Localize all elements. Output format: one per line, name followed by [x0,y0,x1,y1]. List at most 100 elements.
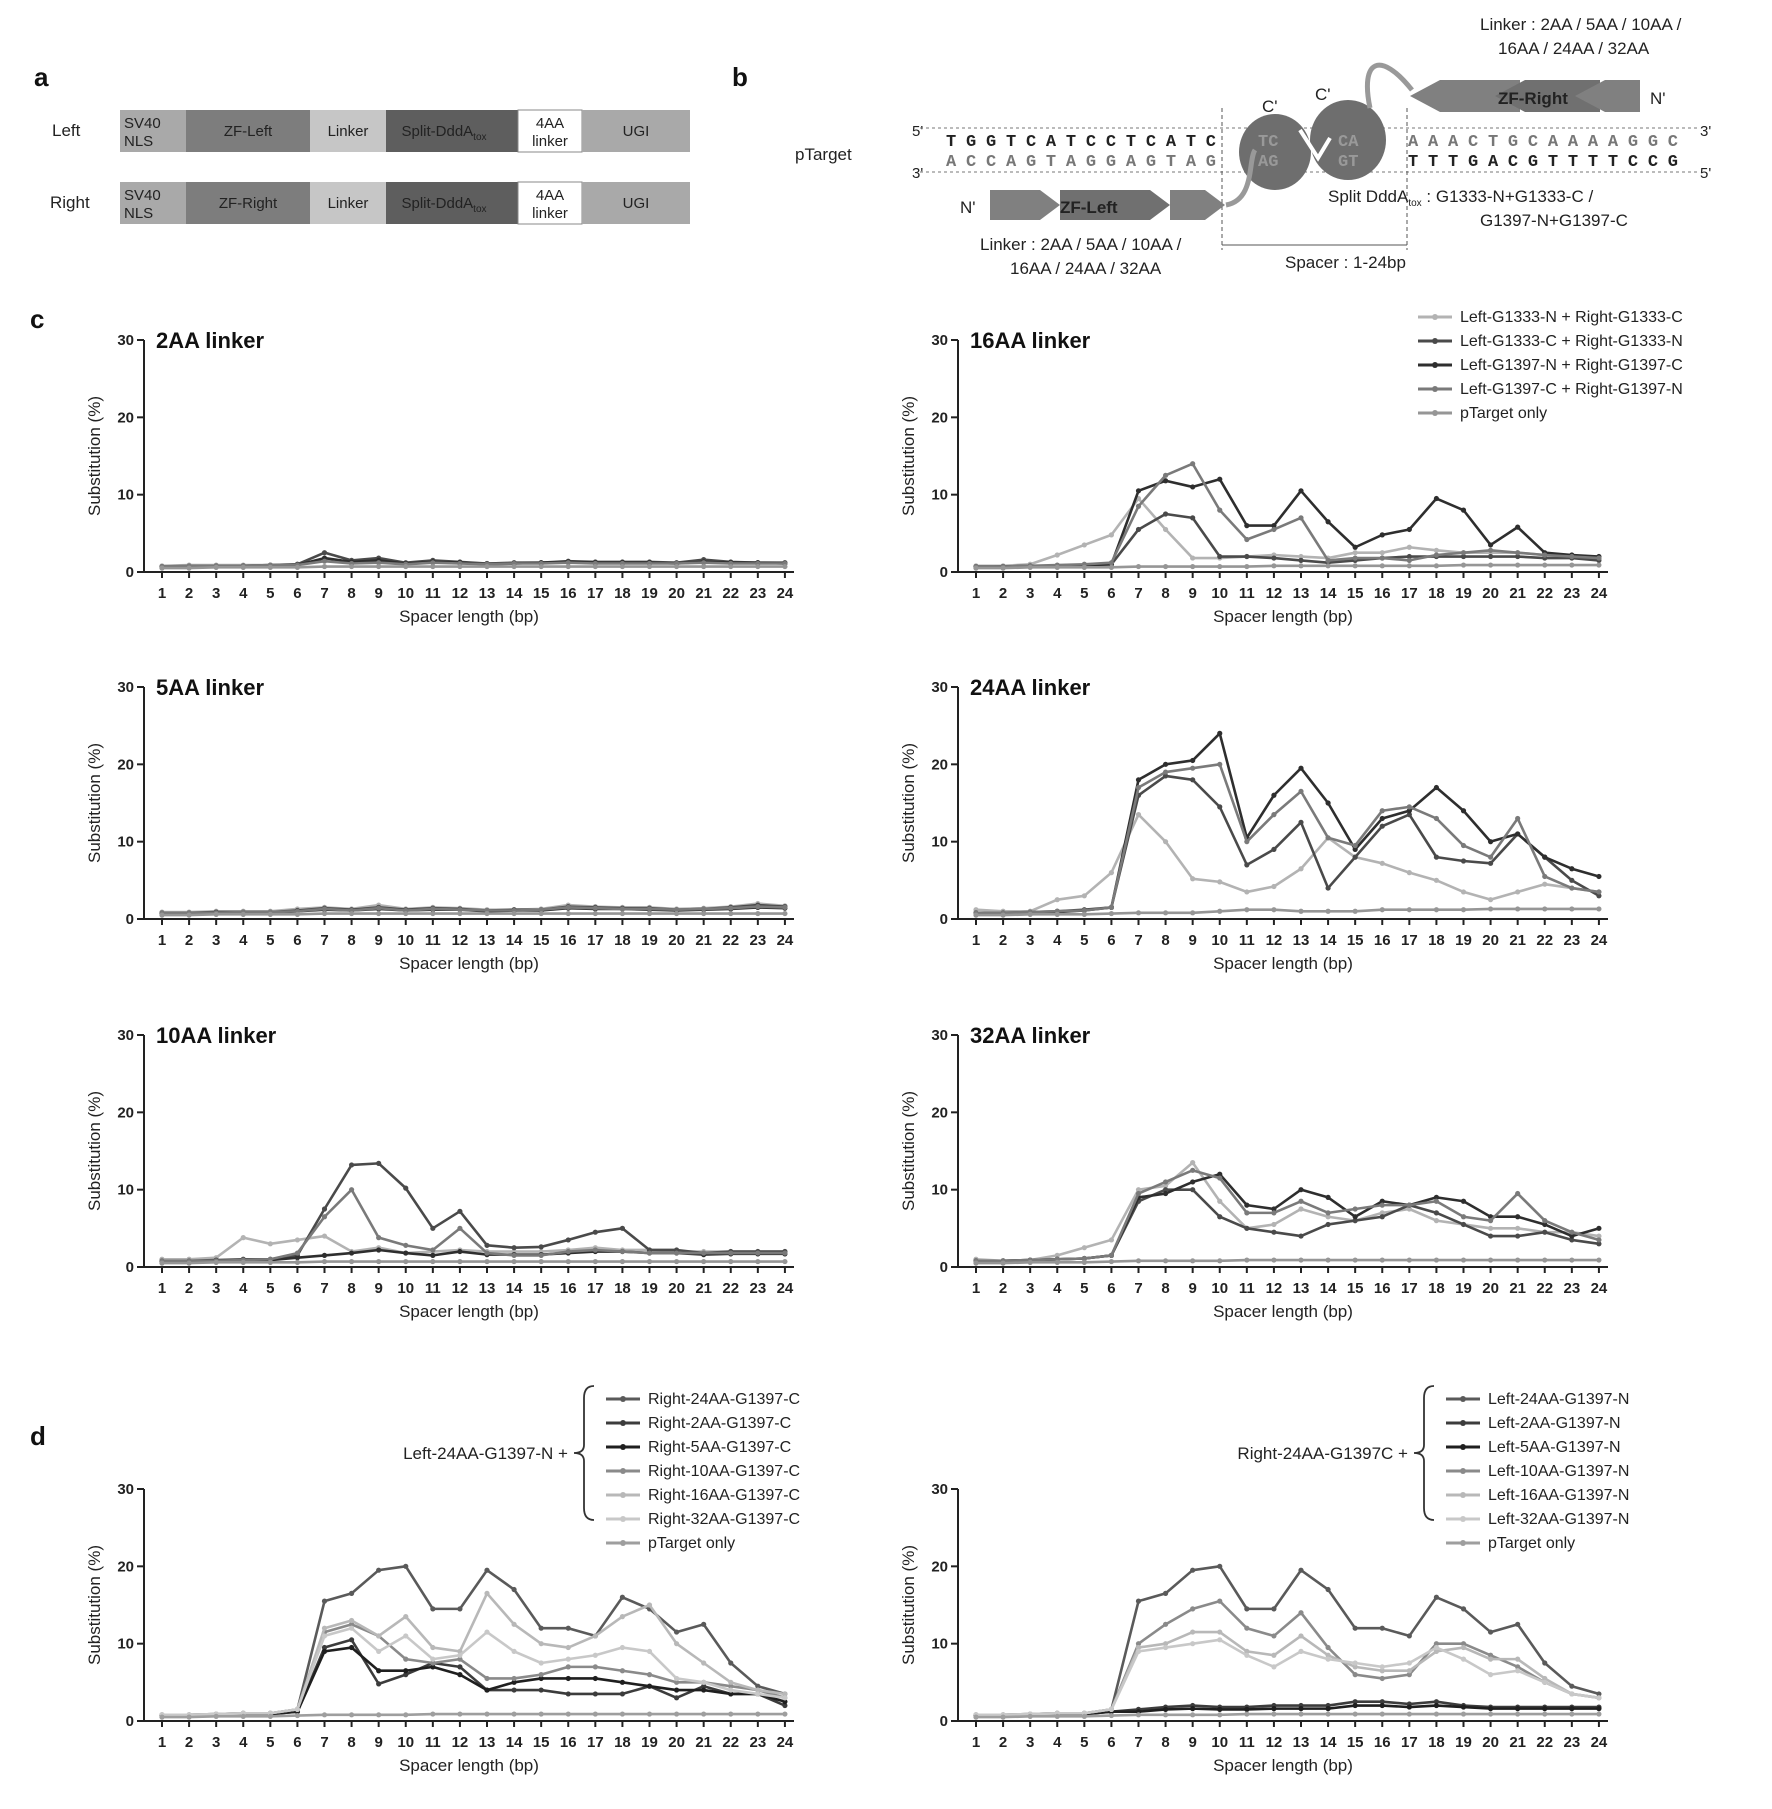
series-point-3 [1108,560,1115,566]
x-tick-label: 24 [1591,585,1608,602]
x-tick-label: 4 [1053,585,1062,602]
series-point-4 [1190,910,1196,916]
series-point-1 [1244,862,1250,868]
x-tick-label: 1 [972,1734,980,1751]
series-point-6 [755,1711,761,1717]
series-point-1 [1433,1699,1440,1705]
series-point-0 [1406,1206,1412,1212]
y-tick-label: 10 [931,834,948,851]
series-point-3 [1162,769,1169,775]
series-point-3 [1298,515,1304,521]
series-point-5 [484,1629,490,1635]
series-point-2 [294,1255,301,1261]
series-point-4 [1298,908,1304,914]
series-point-4 [1515,906,1521,912]
series-point-1 [1379,1214,1385,1220]
series-point-4 [457,563,463,570]
series-point-0 [1190,555,1196,561]
series-line-4 [162,912,785,917]
series-point-5 [565,1656,571,1662]
x-tick-label: 7 [1134,585,1142,602]
series-point-3 [1217,1175,1223,1181]
left-ugi-text: UGI [623,123,650,140]
series-point-2 [1325,519,1331,525]
series-point-0 [701,1621,707,1627]
series-point-0 [321,1598,328,1604]
series-point-3 [1596,555,1602,561]
series-point-4 [376,1258,382,1265]
legend-label: Right-24AA-G1397-C [648,1391,800,1408]
x-tick-label: 5 [1080,932,1088,949]
series-point-0 [1298,553,1304,560]
series-point-0 [1379,550,1385,556]
series-point-2 [1298,1187,1304,1193]
series-point-4 [1298,1257,1304,1263]
series-point-2 [1298,1706,1304,1712]
series-point-6 [619,1711,626,1717]
y-tick-label: 30 [117,1481,134,1498]
series-point-4 [403,1614,409,1620]
series-point-3 [1542,1218,1548,1224]
x-tick-label: 18 [1428,1734,1445,1751]
series-point-4 [348,563,355,570]
x-tick-label: 5 [1080,1280,1088,1297]
series-point-3 [1433,552,1440,558]
series-point-5 [673,1675,680,1682]
series-point-2 [430,1252,436,1258]
series-point-0 [1379,1625,1385,1631]
series-point-4 [1433,563,1440,569]
x-tick-label: 17 [1401,932,1418,949]
legend-label: Right-5AA-G1397-C [648,1439,791,1456]
x-tick-label: 3 [212,932,220,949]
series-point-4 [159,565,165,571]
series-point-2 [592,1675,598,1682]
series-point-4 [1352,1257,1358,1263]
series-point-6 [403,1712,409,1718]
x-tick-label: 5 [1080,1734,1088,1751]
series-point-1 [1190,515,1196,521]
x-tick-label: 2 [999,1280,1007,1297]
series-point-1 [565,1237,571,1243]
series-point-1 [1217,553,1223,560]
series-point-5 [1135,1648,1142,1654]
right-4aa-text-2: linker [532,205,568,222]
series-point-1 [1217,804,1223,810]
series-point-4 [1352,908,1358,914]
y-tick-label: 20 [931,409,948,426]
y-axis-label: Substitution (%) [899,1545,918,1665]
series-point-6 [782,1711,788,1717]
series-point-2 [1271,1206,1277,1212]
series-point-4 [1271,1257,1277,1263]
series-point-4 [1406,1668,1412,1674]
series-point-3 [565,560,571,566]
series-point-2 [1487,1706,1494,1712]
x-axis-label: Spacer length (bp) [399,1302,539,1321]
x-tick-label: 2 [185,1280,193,1297]
series-point-1 [321,1206,328,1212]
series-point-1 [511,1245,517,1251]
series-point-6 [294,1712,301,1719]
series-point-2 [1190,484,1196,490]
series-point-3 [1515,815,1521,822]
series-point-3 [1542,873,1548,880]
series-point-4 [1569,906,1575,912]
c-prime-left: C' [1262,97,1278,116]
series-point-0 [619,1594,626,1600]
series-point-3 [1406,1202,1412,1208]
series-point-4 [592,563,598,570]
series-point-3 [321,558,328,564]
series-point-3 [1298,1198,1304,1204]
x-tick-label: 7 [320,585,328,602]
x-tick-label: 18 [614,1734,631,1751]
series-point-1 [1190,1187,1196,1193]
x-tick-label: 3 [1026,585,1034,602]
series-point-3 [538,1672,544,1678]
series-point-4 [1271,907,1277,913]
series-point-6 [1081,1713,1087,1719]
series-point-1 [321,550,328,556]
series-point-3 [484,1250,490,1256]
x-tick-label: 8 [347,1734,355,1751]
x-tick-label: 23 [1563,1734,1580,1751]
y-tick-label: 0 [126,911,134,928]
